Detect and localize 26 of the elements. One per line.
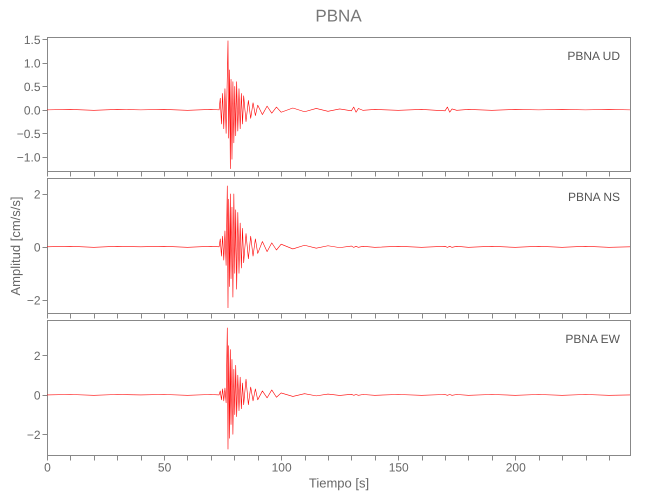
y-tick-label: 2: [34, 348, 41, 363]
x-tick-label: 100: [272, 460, 292, 474]
y-tick-label: −2: [26, 293, 41, 308]
y-tick-label: −0.5: [16, 126, 41, 141]
y-tick-label: −1.0: [16, 150, 41, 164]
annotation: PBNA EW: [565, 332, 621, 346]
line-series: [47, 40, 630, 169]
y-tick-label: 2: [34, 187, 41, 202]
y-axis-title: Amplitud [cm/s/s]: [8, 196, 23, 296]
annotation: PBNA NS: [568, 190, 620, 204]
y-tick-label: 1.0: [24, 56, 41, 70]
y-tick-label: 0.0: [24, 103, 41, 118]
y-tick-label: 0.5: [24, 80, 41, 94]
annotation: PBNA UD: [567, 49, 620, 63]
x-tick-label: 0: [44, 460, 52, 474]
y-tick-label: 0: [34, 388, 41, 402]
y-tick-label: −2: [26, 428, 41, 442]
line-series: [47, 186, 630, 308]
y-tick-label: 1.5: [24, 32, 41, 47]
y-tick-label: 0: [34, 240, 41, 254]
x-tick-label: 150: [388, 460, 410, 474]
chart-title: PBNA: [315, 6, 362, 26]
x-tick-label: 200: [506, 460, 526, 474]
line-series: [47, 328, 630, 450]
x-axis-title: Tiempo [s]: [308, 476, 370, 490]
x-tick-label: 50: [158, 460, 172, 474]
